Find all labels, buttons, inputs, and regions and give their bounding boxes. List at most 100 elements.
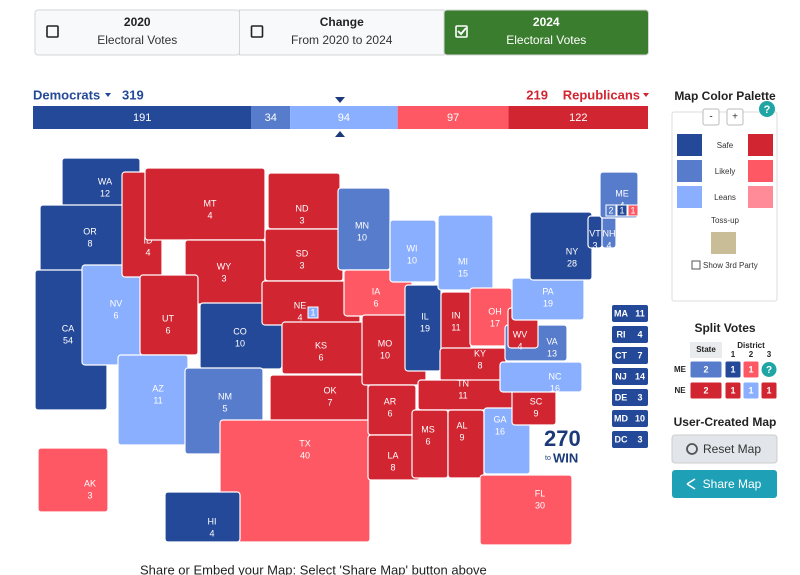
vote-bar: 191 34 94 97 122 [33,106,648,129]
split-value: 1 [748,385,753,395]
state-votes: 17 [490,318,500,328]
split-value: 1 [766,385,771,395]
state-abbr: MN [355,220,369,230]
split-box[interactable] [742,381,760,400]
state-votes: 8 [390,462,395,472]
state-votes: 6 [425,436,430,446]
small-state[interactable] [612,326,648,343]
plus-label: + [732,112,738,123]
small-state-votes: 3 [637,434,642,444]
state-votes: 3 [299,215,304,225]
share-button[interactable] [672,470,777,498]
split-state: ME [674,365,687,374]
help-icon[interactable] [759,101,775,117]
state-abbr: LA [387,450,398,460]
state-shape[interactable] [529,211,593,281]
state-abbr: WY [217,261,232,271]
split-box[interactable] [689,360,723,379]
state-abbr: WA [98,176,112,186]
small-state[interactable] [612,347,648,364]
state-shape[interactable] [164,491,241,543]
state-shape[interactable] [389,219,437,283]
tossup-label: Toss-up [711,216,740,225]
rep-swatch[interactable] [748,160,773,182]
state-votes: 3 [87,490,92,500]
small-state[interactable] [612,431,648,448]
state-shape[interactable] [479,474,573,546]
state-abbr: NV [110,298,123,308]
split-value: 1 [748,364,753,374]
state-shape[interactable] [37,447,109,513]
split-box[interactable] [760,381,778,400]
state-header-bg [690,342,722,358]
state-abbr: NH [603,228,616,238]
bar-segment [290,106,398,129]
dem-swatch[interactable] [677,186,702,208]
split-box[interactable] [724,381,742,400]
small-state-votes: 3 [637,392,642,402]
state-votes: 12 [100,188,110,198]
state-votes: 3 [592,240,597,250]
tab-subtitle: Electoral Votes [506,33,586,47]
logo-to: to [545,455,551,462]
state-abbr: HI [208,516,217,526]
state-votes: 8 [477,360,482,370]
split-value: 2 [703,385,708,395]
split-box[interactable] [724,360,742,379]
split-box[interactable] [689,381,723,400]
state-shape[interactable] [437,214,494,291]
small-state-abbr: NJ [615,371,627,381]
share-icon [686,478,696,490]
state-votes: 3 [299,260,304,270]
state-votes: 6 [373,298,378,308]
check-mark [457,27,467,36]
state-votes: 5 [222,403,227,413]
state-votes: 40 [300,450,310,460]
palette-title: Map Color Palette [674,89,776,103]
midpoint-marker [335,97,345,103]
bar-segment [251,106,291,129]
plus-button[interactable] [726,108,744,126]
small-state-abbr: RI [617,329,626,339]
tossup-swatch[interactable] [711,232,736,254]
small-state-votes: 4 [637,329,642,339]
dem-swatch[interactable] [677,160,702,182]
state-shape[interactable] [269,374,369,426]
small-state[interactable] [612,368,648,385]
state-shape[interactable] [499,361,583,393]
reset-button[interactable] [671,434,778,464]
tab-title: 2020 [124,15,151,29]
dem-swatch[interactable] [677,134,702,156]
tab[interactable] [443,9,649,56]
help-icon[interactable] [761,362,777,377]
split-box[interactable] [742,360,760,379]
district-value: 1 [619,205,624,215]
state-abbr: VT [589,228,601,238]
tab[interactable] [239,9,445,56]
rep-swatch[interactable] [748,186,773,208]
state-abbr: AZ [152,383,164,393]
small-state-votes: 7 [637,350,642,360]
small-state[interactable] [612,389,648,406]
district-box [605,204,617,217]
state-shape[interactable] [39,204,129,274]
split-title: Split Votes [694,321,755,335]
state-votes: 4 [209,528,214,538]
midpoint-marker [335,131,345,137]
segment-label: 97 [447,112,459,124]
palette-box [671,111,778,302]
state-shape[interactable] [219,419,371,543]
footer-text: Share or Embed your Map: Select 'Share M… [140,562,487,575]
state-abbr: IN [452,310,461,320]
minus-button[interactable] [702,108,720,126]
third-party-checkbox[interactable] [691,260,701,270]
state-votes: 30 [535,500,545,510]
district-header: District [737,341,765,350]
small-state-abbr: DC [615,434,628,444]
small-state[interactable] [612,410,648,427]
state-abbr: TX [299,438,311,448]
small-state[interactable] [612,305,648,322]
palette-label: Likely [715,167,735,176]
rep-swatch[interactable] [748,134,773,156]
